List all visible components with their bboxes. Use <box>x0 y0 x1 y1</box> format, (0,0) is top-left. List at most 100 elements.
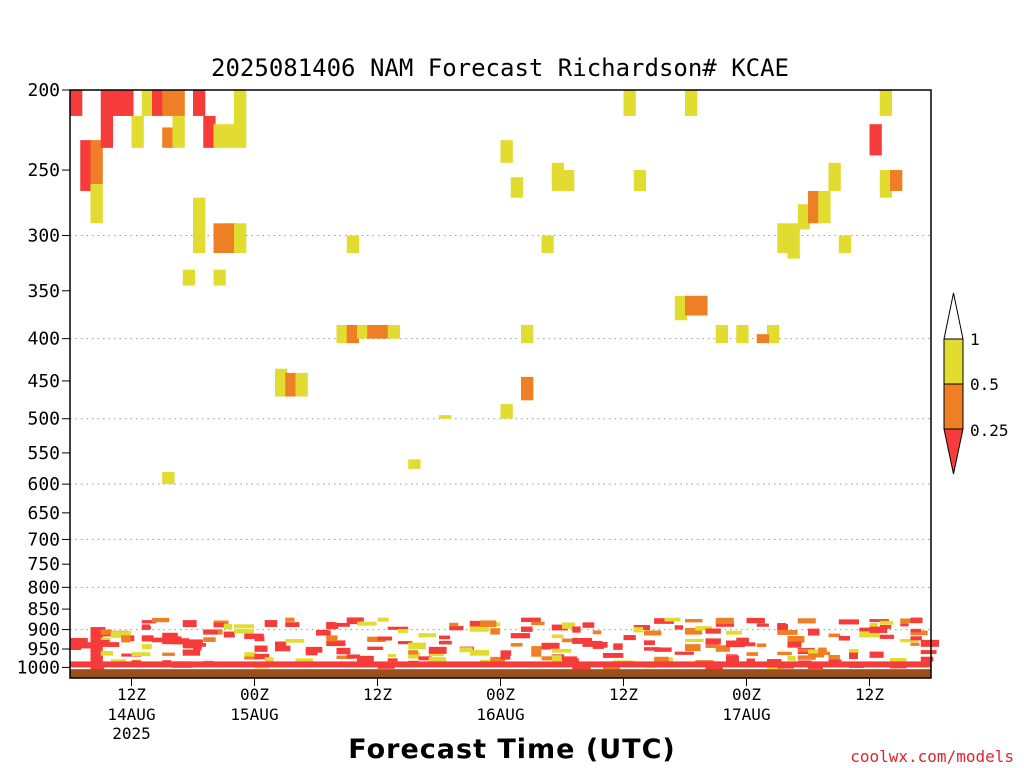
heatmap-cell <box>695 295 708 316</box>
x-tick-date: 15AUG <box>230 705 278 724</box>
heatmap-cell <box>869 124 882 156</box>
boundary-layer-cell <box>664 617 681 622</box>
y-tick-label: 1000 <box>17 657 60 678</box>
heatmap-cell <box>818 190 831 224</box>
boundary-layer-cell <box>387 626 409 630</box>
y-tick-label: 500 <box>27 409 60 430</box>
heatmap-cell <box>100 90 114 148</box>
boundary-layer-cell <box>326 635 338 642</box>
boundary-layer-cell <box>787 655 796 661</box>
heatmap-cell <box>346 235 360 253</box>
heatmap-cell <box>162 471 175 485</box>
heatmap-cell <box>808 190 821 224</box>
x-tick-date: 14AUG <box>107 705 155 724</box>
heatmap-cell <box>736 324 749 344</box>
boundary-layer-cell <box>746 617 765 624</box>
boundary-layer-cell <box>654 656 669 664</box>
boundary-layer-cell <box>152 617 170 623</box>
heatmap-cell <box>541 235 554 253</box>
heatmap-cell <box>336 324 349 344</box>
boundary-layer-cell <box>193 643 202 651</box>
boundary-layer-cell <box>336 622 350 627</box>
boundary-layer-cell <box>121 653 142 657</box>
x-tick-date: 17AUG <box>722 705 770 724</box>
heatmap-cell <box>234 223 247 253</box>
boundary-layer-cell <box>418 656 432 661</box>
y-tick-label: 250 <box>27 160 60 181</box>
boundary-layer-cell <box>316 630 331 636</box>
heatmap-cell <box>131 115 144 148</box>
boundary-layer-cell <box>828 633 841 638</box>
boundary-layer-cell <box>408 652 421 659</box>
boundary-layer-cell <box>715 645 730 652</box>
boundary-layer-cell <box>869 626 888 630</box>
boundary-layer-cell <box>920 639 940 647</box>
boundary-layer-cell <box>152 637 167 643</box>
boundary-layer-cell <box>838 635 850 641</box>
heatmap-cell <box>90 140 103 185</box>
boundary-layer-cell <box>398 641 413 645</box>
boundary-layer-cell <box>674 651 694 655</box>
heatmap-cell <box>797 204 811 230</box>
boundary-layer-cell <box>90 664 105 672</box>
heatmap-cell <box>172 90 185 116</box>
boundary-layer-cell <box>162 652 175 656</box>
boundary-layer-cell <box>767 659 782 663</box>
boundary-layer-cell <box>428 646 447 654</box>
heatmap-cell <box>367 324 380 339</box>
plot-frame <box>69 89 932 679</box>
boundary-layer-cell <box>869 622 878 630</box>
heatmap-cell <box>551 162 565 191</box>
boundary-layer-cell <box>726 655 739 662</box>
heatmap-cell <box>80 140 93 191</box>
boundary-layer-cell <box>592 644 604 649</box>
boundary-layer-cell <box>203 637 216 642</box>
heatmap-cell <box>685 295 698 316</box>
boundary-layer-cell <box>562 656 578 661</box>
boundary-layer-cell <box>234 624 255 629</box>
boundary-layer-cell <box>285 622 300 628</box>
legend-top-arrow <box>943 292 964 340</box>
heatmap-cell <box>213 269 226 286</box>
boundary-layer-cell <box>182 649 200 654</box>
y-tick-label: 200 <box>27 80 60 101</box>
boundary-layer-cell <box>603 664 620 671</box>
heatmap-cell <box>377 324 390 339</box>
boundary-layer-cell <box>234 629 254 634</box>
x-tick-year: 2025 <box>112 724 151 743</box>
boundary-layer-cell <box>869 619 889 623</box>
boundary-layer-cell <box>377 617 389 622</box>
boundary-layer-cell <box>418 633 437 638</box>
y-tick-label: 950 <box>27 639 60 660</box>
heatmap-cell <box>633 170 647 191</box>
boundary-layer-cell <box>100 629 112 635</box>
boundary-layer-cell <box>869 627 888 633</box>
boundary-layer-cell <box>141 644 152 650</box>
heatmap-cell <box>562 170 575 191</box>
boundary-layer-cell <box>275 645 291 652</box>
boundary-layer-cell <box>849 648 859 654</box>
boundary-layer-cell <box>336 647 351 655</box>
heatmap-cell <box>193 197 206 253</box>
boundary-layer-cell <box>808 628 820 636</box>
boundary-layer-cell <box>469 627 489 632</box>
boundary-layer-cell <box>910 617 923 624</box>
heatmap-cell <box>879 90 893 116</box>
heatmap-cell <box>674 295 688 321</box>
credit-text: coolwx.com/models <box>850 747 1014 766</box>
boundary-layer-cell <box>705 644 719 648</box>
heatmap-cell <box>121 90 134 116</box>
boundary-layer-cell <box>777 651 792 656</box>
boundary-layer-cell <box>787 641 802 648</box>
boundary-layer-cell <box>193 643 206 647</box>
heatmap-cell <box>295 372 308 397</box>
boundary-layer-cell <box>746 658 755 663</box>
boundary-layer-cell <box>285 617 295 622</box>
y-axis: 200 250 300 350 400 450 500 550 600 650 700 7508008… <box>17 80 70 678</box>
boundary-layer-cell <box>582 640 603 647</box>
boundary-layer-cell <box>572 626 581 633</box>
boundary-layer-cell <box>459 647 473 653</box>
boundary-layer-cell <box>162 638 182 645</box>
boundary-layer-cell <box>541 642 560 649</box>
